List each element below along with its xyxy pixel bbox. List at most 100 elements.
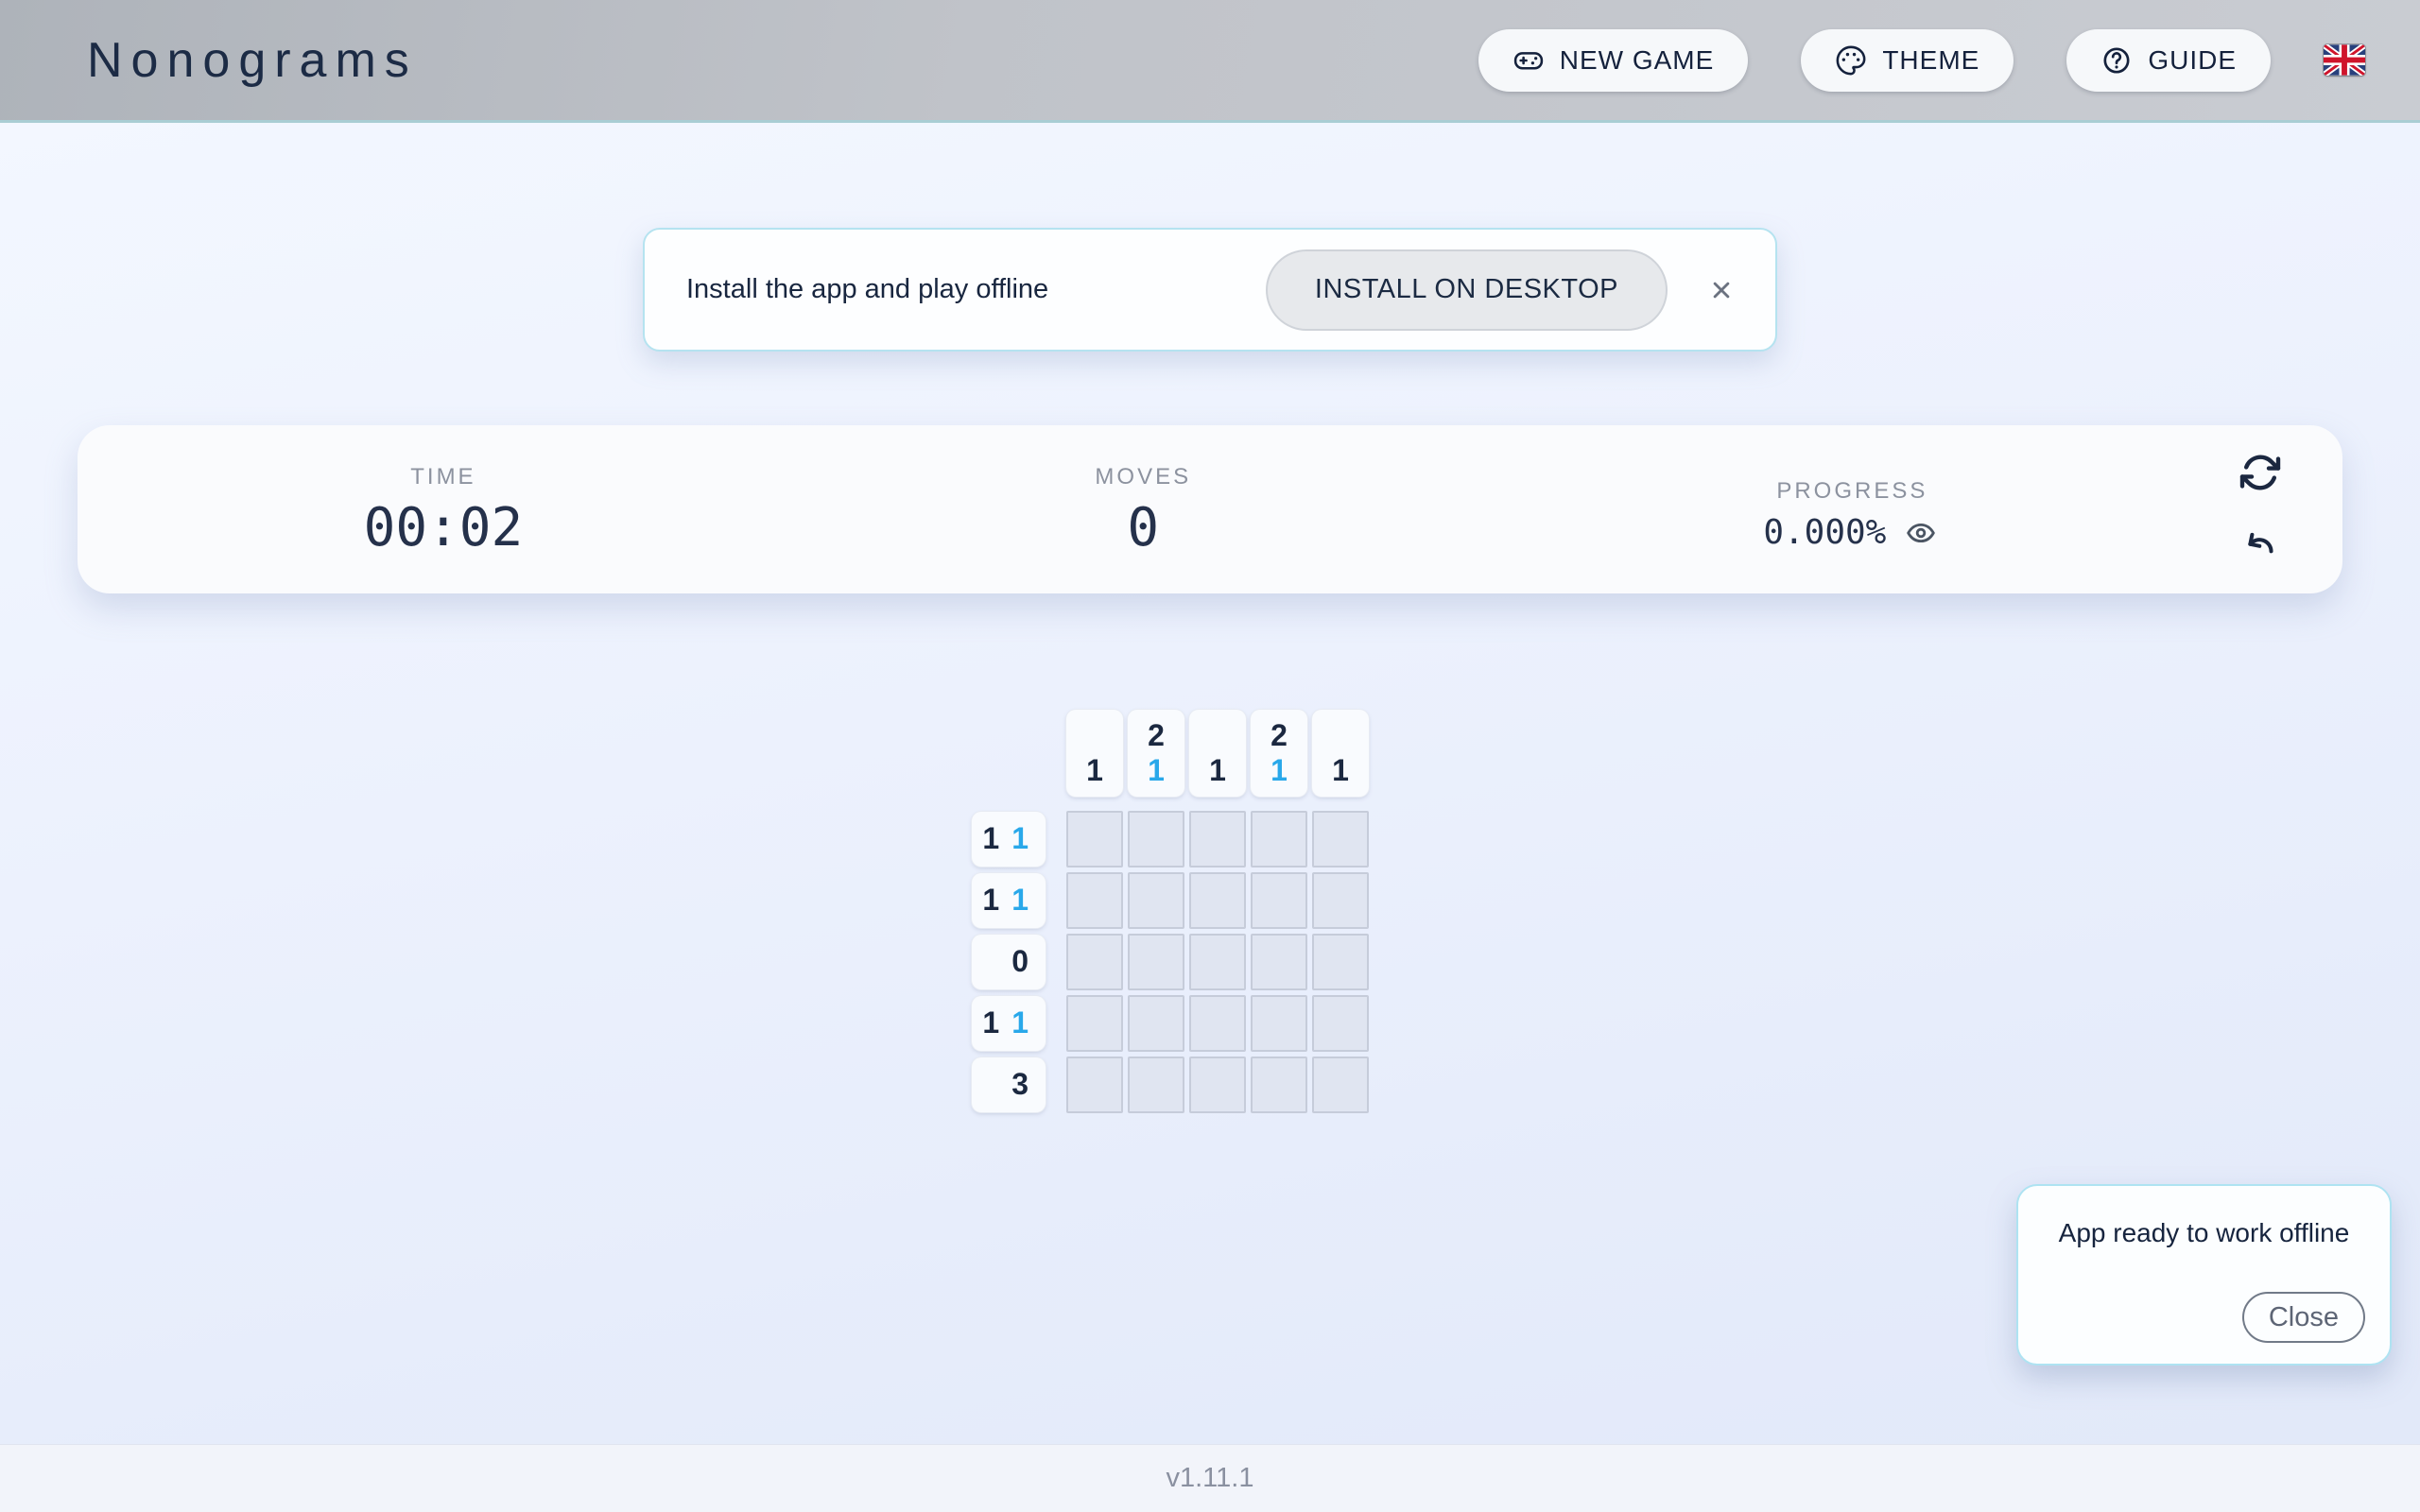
grid-cell[interactable] [1066,872,1123,929]
row-clue[interactable]: 1 1 [972,996,1046,1051]
grid-cell[interactable] [1251,872,1307,929]
grid-cell[interactable] [1312,811,1369,868]
progress-value: 0.000% [1763,513,1887,552]
version-label: v1.11.1 [1166,1463,1254,1493]
clue-number: 1 [1270,753,1288,788]
grid-cell[interactable] [1189,1057,1246,1113]
clue-number: 2 [1148,717,1165,752]
toast-message: App ready to work offline [2058,1218,2350,1247]
clue-number: 2 [1270,717,1288,752]
install-banner: Install the app and play offline INSTALL… [643,228,1777,352]
board-row: 1 1 [972,995,1369,1052]
new-game-button[interactable]: NEW GAME [1478,28,1749,92]
grid-cell[interactable] [1312,995,1369,1052]
grid-cell[interactable] [1189,811,1246,868]
offline-toast: App ready to work offline Close [2016,1184,2392,1366]
undo-button[interactable] [2239,525,2281,567]
palette-icon [1835,44,1867,77]
header-actions: NEW GAME THEME G [1478,28,2365,92]
stats-groups: TIME 00:02 MOVES 0 PROGRESS 0.000% [78,425,2227,593]
clue-number: 1 [982,883,1000,918]
row-clue[interactable]: 3 [972,1057,1046,1112]
guide-button[interactable]: GUIDE [2066,28,2271,92]
column-clue[interactable]: 1 [1189,710,1246,797]
grid-cell[interactable] [1128,811,1184,868]
grid-cell[interactable] [1066,934,1123,990]
uk-flag-icon [2324,44,2365,76]
column-clue[interactable]: 1 [1066,710,1123,797]
board-row: 3 [972,1057,1369,1113]
grid-cell[interactable] [1312,934,1369,990]
grid-cell[interactable] [1128,1057,1184,1113]
stats-bar: TIME 00:02 MOVES 0 PROGRESS 0.000% [78,425,2342,593]
grid-cell[interactable] [1312,872,1369,929]
refresh-icon [2238,450,2283,495]
grid-cell[interactable] [1066,995,1123,1052]
clue-number: 1 [1148,753,1165,788]
install-message: Install the app and play offline [686,274,1049,304]
clue-number: 1 [1086,753,1103,788]
time-value: 00:02 [363,497,524,558]
grid-cell[interactable] [1251,934,1307,990]
grid-cell[interactable] [1128,995,1184,1052]
stat-time: TIME 00:02 [364,464,524,555]
board-row: 1 1 [972,872,1369,929]
grid-cell[interactable] [1066,811,1123,868]
grid-cell[interactable] [1066,1057,1123,1113]
board-row: 0 [972,934,1369,990]
question-circle-icon [2100,44,2133,77]
grid-cell[interactable] [1312,1057,1369,1113]
progress-row: 0.000% [1763,516,1941,550]
banner-close-button[interactable] [1707,276,1736,304]
stats-actions [2227,425,2293,593]
grid-cell[interactable] [1128,934,1184,990]
stat-moves: MOVES 0 [1095,464,1191,555]
moves-value: 0 [1127,497,1160,558]
clue-number: 1 [982,1005,1000,1040]
language-button[interactable] [2324,44,2365,76]
clue-number: 0 [1011,944,1028,979]
clue-number: 1 [982,821,1000,856]
theme-button[interactable]: THEME [1801,28,2014,92]
eye-icon [1901,517,1941,549]
app-title: Nonograms [87,32,418,88]
theme-label: THEME [1882,44,1980,75]
gamepad-icon [1512,44,1545,77]
close-icon [1707,276,1736,304]
grid-cell[interactable] [1189,995,1246,1052]
board-row: 1 1 [972,811,1369,868]
footer: v1.11.1 [0,1444,2420,1512]
clue-number: 1 [1011,1005,1028,1040]
row-clue[interactable]: 0 [972,935,1046,989]
column-clue[interactable]: 2 1 [1251,710,1307,797]
header: Nonograms NEW GAME [0,0,2420,123]
new-game-label: NEW GAME [1559,44,1715,75]
progress-visibility-button[interactable] [1901,517,1941,549]
undo-icon [2239,525,2281,567]
grid-cell[interactable] [1251,995,1307,1052]
clue-number: 1 [1332,753,1349,788]
guide-label: GUIDE [2148,44,2237,75]
install-on-desktop-button[interactable]: INSTALL ON DESKTOP [1265,249,1668,331]
grid-cell[interactable] [1128,872,1184,929]
grid-cell[interactable] [1251,811,1307,868]
nonogram-board: 1 2 1 1 2 1 1 1 1 1 1 [972,710,1369,1118]
column-clue[interactable]: 1 [1312,710,1369,797]
clue-number: 1 [1011,883,1028,918]
column-clue[interactable]: 2 1 [1128,710,1184,797]
clue-number: 1 [1209,753,1226,788]
moves-label: MOVES [1095,464,1192,490]
grid-cell[interactable] [1189,872,1246,929]
row-clue[interactable]: 1 1 [972,812,1046,867]
stat-progress: PROGRESS 0.000% [1763,478,1941,550]
grid-cell[interactable] [1189,934,1246,990]
clue-number: 3 [1011,1067,1028,1102]
toast-close-button[interactable]: Close [2241,1292,2365,1343]
progress-label: PROGRESS [1776,478,1928,504]
grid-cell[interactable] [1251,1057,1307,1113]
clue-number: 1 [1011,821,1028,856]
row-clue[interactable]: 1 1 [972,873,1046,928]
restart-button[interactable] [2238,450,2283,495]
time-label: TIME [410,464,476,490]
column-clues: 1 2 1 1 2 1 1 [1066,710,1369,797]
